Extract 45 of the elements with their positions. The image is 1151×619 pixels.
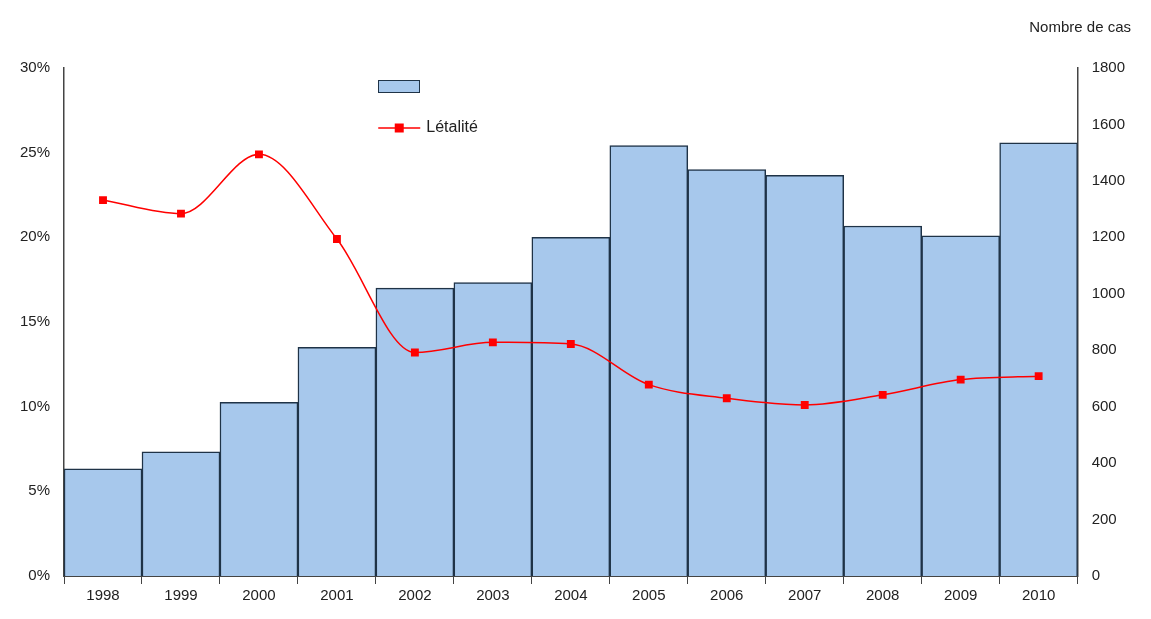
y-tick-label: 5% [28, 481, 51, 499]
y2-tick-label: 1200 [1091, 227, 1126, 245]
point [566, 340, 575, 348]
y2-tick-label: 600 [1091, 396, 1117, 414]
x-tick-label: 2003 [476, 586, 510, 604]
point [99, 196, 107, 205]
y2-tick-label: 200 [1091, 509, 1117, 527]
point [255, 150, 263, 159]
point [644, 380, 653, 389]
y2-tick-label: 800 [1091, 340, 1117, 358]
point [488, 338, 497, 347]
y-tick-label: 25% [19, 142, 51, 160]
y2-tick-label: 0 [1091, 566, 1100, 584]
x-tick-label: 1998 [86, 586, 120, 604]
x-tick-label: 2006 [710, 586, 744, 604]
y-tick-label: 15% [19, 312, 51, 330]
y2-tick-label: 1600 [1091, 114, 1126, 132]
x-tick-label: 2002 [398, 586, 432, 604]
x-tick-label: 2009 [943, 586, 978, 604]
x-tick-label: 2001 [320, 586, 354, 604]
x-tick-label: 2008 [866, 586, 900, 604]
y-tick-label: 20% [19, 227, 51, 245]
x-tick-label: 2007 [788, 586, 822, 604]
point [1034, 372, 1043, 381]
y2-tick-label: 1400 [1091, 171, 1126, 189]
point [177, 209, 185, 218]
point [878, 390, 887, 399]
y-tick-label: 30% [19, 58, 51, 76]
point [332, 235, 341, 243]
point [800, 401, 809, 409]
y2-tick-label: 400 [1091, 453, 1117, 471]
x-tick-label: 2004 [554, 586, 588, 604]
y2-tick-label: 1800 [1091, 58, 1126, 76]
legend-label: Létalité [426, 118, 478, 136]
x-tick-label: 2000 [242, 586, 276, 604]
x-tick-label: 2010 [1021, 586, 1056, 604]
y-tick-label: 0% [28, 566, 51, 584]
y-tick-label: 10% [19, 396, 51, 414]
y2-tick-label: 1000 [1091, 283, 1126, 301]
y2-axis-title: Nombre de cas [1029, 18, 1131, 36]
point [956, 375, 965, 384]
x-tick-label: 2005 [632, 586, 666, 604]
x-tick-label: 1999 [164, 586, 198, 604]
point [410, 348, 419, 357]
point [722, 394, 731, 403]
